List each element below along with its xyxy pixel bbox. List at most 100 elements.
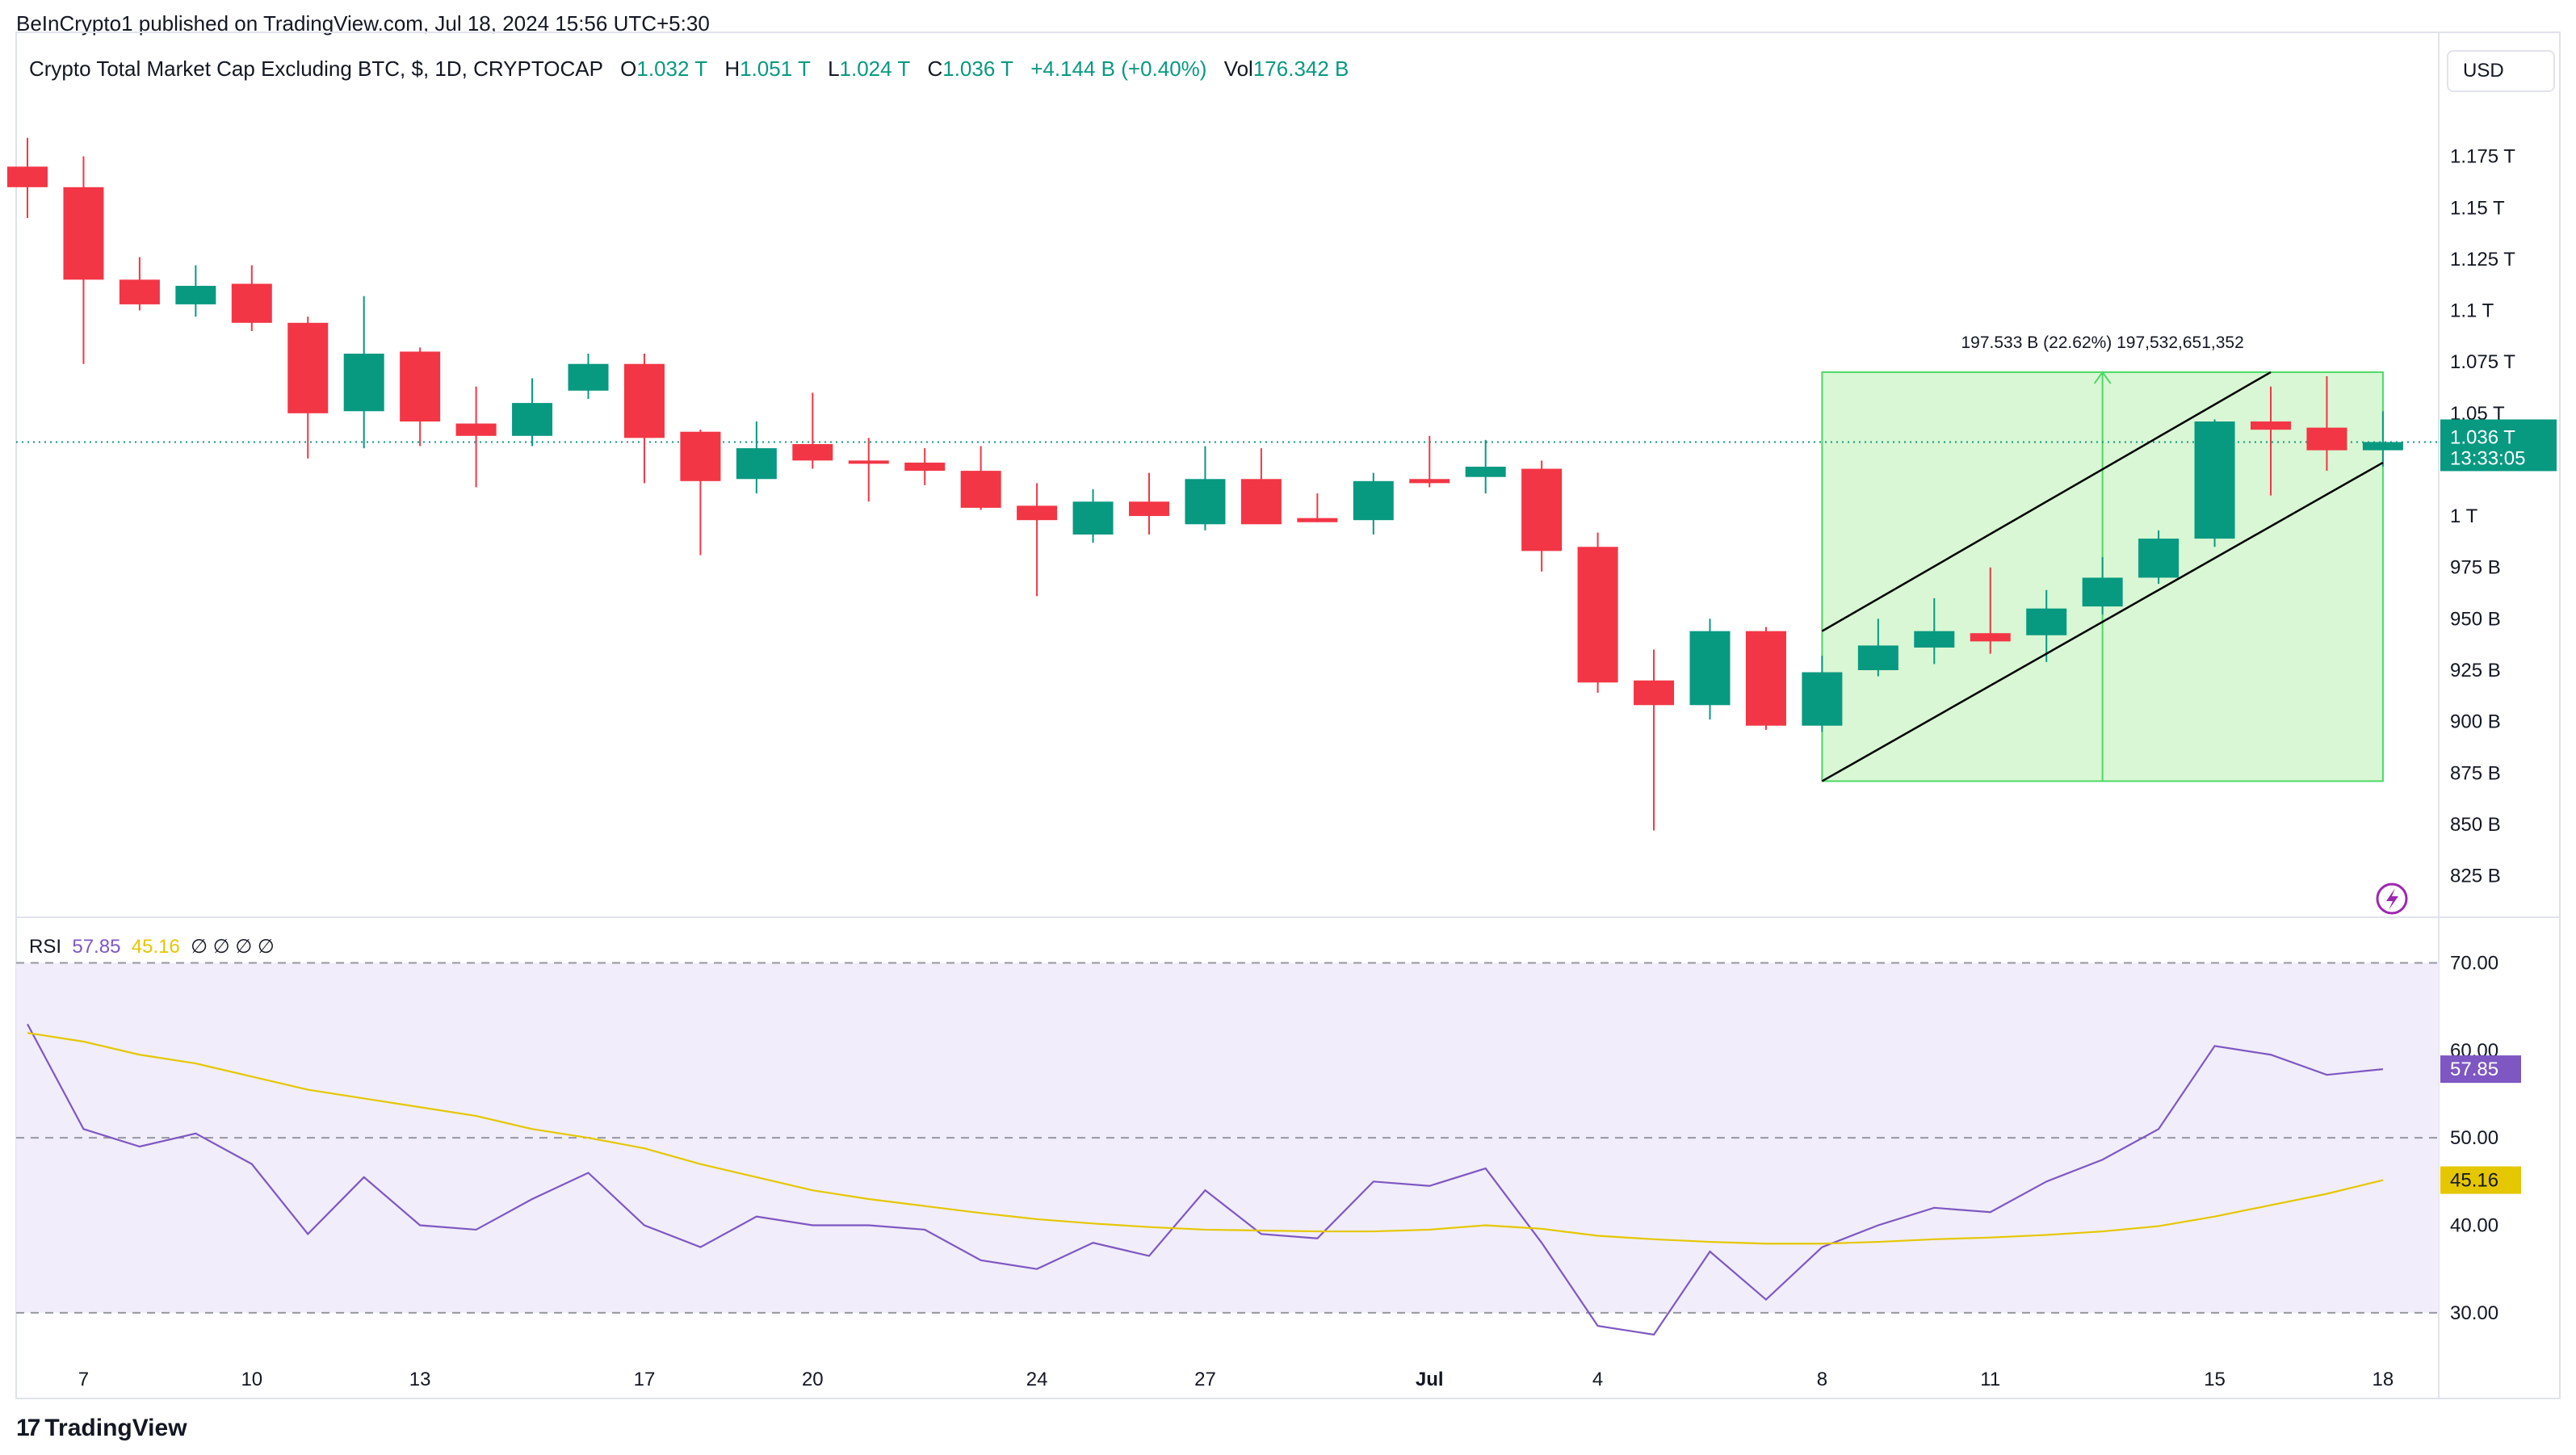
volume-label: Vol (1223, 57, 1253, 81)
time-axis-tick: 4 (1592, 1369, 1603, 1390)
rsi-line (27, 1023, 2384, 1336)
symbol-title[interactable]: Crypto Total Market Cap Excluding BTC, $… (29, 57, 603, 81)
price-axis-tick: 925 B (2450, 660, 2501, 681)
rsi-legend-value: 57.85 (72, 936, 121, 958)
price-axis-tick: 950 B (2450, 608, 2501, 630)
candle-body (568, 363, 609, 391)
currency-button[interactable]: USD (2447, 50, 2555, 92)
time-axis-tick: 17 (634, 1369, 656, 1390)
time-axis-tick: 7 (78, 1369, 89, 1390)
time-axis-tick: 10 (241, 1369, 262, 1390)
price-axis-tick: 1.075 T (2450, 351, 2515, 373)
price-axis-tick: 1.1 T (2450, 300, 2494, 322)
candle-body (231, 283, 272, 323)
candle-body (1240, 479, 1282, 525)
candle-body (287, 322, 329, 413)
candle-body (7, 166, 48, 187)
candle-body (1914, 631, 1955, 648)
candle-body (2082, 577, 2123, 607)
tradingview-logo[interactable]: 17 TradingView (16, 1415, 187, 1442)
price-axis-tick: 1.125 T (2450, 249, 2515, 270)
volume-value: 176.342 B (1252, 57, 1349, 81)
rsi-ma-legend-value: 45.16 (131, 936, 180, 958)
low-label: L (828, 57, 840, 81)
candle-body (1577, 547, 1618, 683)
open-label: O (620, 57, 637, 81)
rsi-ma-last-badge (2440, 1166, 2521, 1194)
candle-body (960, 471, 1001, 508)
price-axis: 825 B 850 B 875 B 900 B 925 B 950 B 975 B 1 T 1.… (2450, 146, 2515, 887)
high-value: 1.051 T (740, 57, 811, 81)
candle-body (1353, 480, 1394, 521)
candle-body (1689, 631, 1731, 706)
price-axis-tick: 875 B (2450, 762, 2501, 784)
price-axis-tick: 900 B (2450, 711, 2501, 733)
candle-body (848, 460, 889, 464)
price-axis-tick: 850 B (2450, 814, 2501, 836)
rsi-null-values: ∅ ∅ ∅ ∅ (191, 936, 275, 958)
time-axis-tick: 11 (1980, 1369, 2000, 1390)
price-axis-tick: 825 B (2450, 866, 2501, 887)
high-label: H (724, 57, 740, 81)
candle-body (1017, 505, 1058, 521)
candle-body (1745, 631, 1786, 726)
candle-body (2251, 421, 2291, 430)
rsi-name[interactable]: RSI (29, 936, 62, 958)
rsi-last-label: 57.85 (2450, 1059, 2498, 1080)
time-axis-tick: 13 (409, 1369, 431, 1390)
last-price-label: 1.036 T (2450, 426, 2515, 448)
candle-body (2306, 427, 2347, 451)
candle-body (1409, 479, 1450, 484)
candle-body (400, 351, 441, 421)
candle-body (512, 403, 553, 436)
candle-body (2194, 421, 2235, 539)
candle-body (1802, 672, 1843, 726)
change-value: +4.144 B (+0.40%) (1030, 57, 1207, 81)
candle-body (2138, 539, 2180, 578)
candle-body (1185, 479, 1226, 525)
rsi-axis-tick: 30.00 (2450, 1302, 2498, 1324)
lightning-icon-bolt (2386, 888, 2398, 910)
candle-body (1634, 680, 1675, 706)
time-axis-tick: 18 (2373, 1369, 2394, 1390)
low-value: 1.024 T (839, 57, 911, 81)
candle-body (1297, 518, 1338, 522)
candle-body (1465, 467, 1506, 477)
candle-body (2026, 608, 2067, 635)
candle-body (1521, 468, 1563, 551)
candle-body (792, 444, 833, 461)
tradingview-logo-icon: 17 (16, 1415, 40, 1441)
time-axis-tick: 27 (1194, 1369, 1216, 1390)
brand-name: TradingView (44, 1415, 187, 1441)
candle-body (2362, 442, 2403, 451)
lightning-icon (2376, 883, 2408, 915)
open-value: 1.032 T (636, 57, 708, 81)
candle-body (1129, 501, 1169, 517)
close-value: 1.036 T (942, 57, 1013, 81)
rsi-legend: RSI 57.85 45.16 ∅ ∅ ∅ ∅ (29, 935, 275, 958)
time-axis-tick: Jul (1416, 1369, 1444, 1390)
close-label: C (927, 57, 943, 81)
price-axis-tick: 1.175 T (2450, 146, 2515, 168)
candle-body (680, 431, 721, 481)
time-axis-tick: 15 (2204, 1369, 2226, 1390)
rsi-axis-tick: 70.00 (2450, 953, 2498, 975)
candle-body (119, 279, 160, 304)
price-range-arrowhead (2093, 371, 2112, 384)
time-axis-tick: 24 (1026, 1369, 1048, 1390)
candle-body (1970, 633, 2011, 642)
rsi-axis-tick: 50.00 (2450, 1127, 2498, 1149)
candle-body (175, 286, 216, 304)
candle-body (455, 423, 497, 436)
bar-countdown: 13:33:05 (2450, 447, 2525, 469)
time-axis: 7 10 13 17 20 24 27 Jul 4 8 11 15 18 (78, 1369, 2393, 1390)
last-price-badge (2440, 419, 2557, 472)
rsi-ma-line (27, 1032, 2384, 1245)
rsi-axis-tick: 40.00 (2450, 1215, 2498, 1237)
candle-body (736, 448, 777, 480)
price-range-label: 197.533 B (22.62%) 197,532,651,352 (1961, 333, 2244, 352)
channel-lower-line (1821, 461, 2384, 782)
symbol-legend: Crypto Total Market Cap Excluding BTC, $… (29, 57, 1349, 82)
